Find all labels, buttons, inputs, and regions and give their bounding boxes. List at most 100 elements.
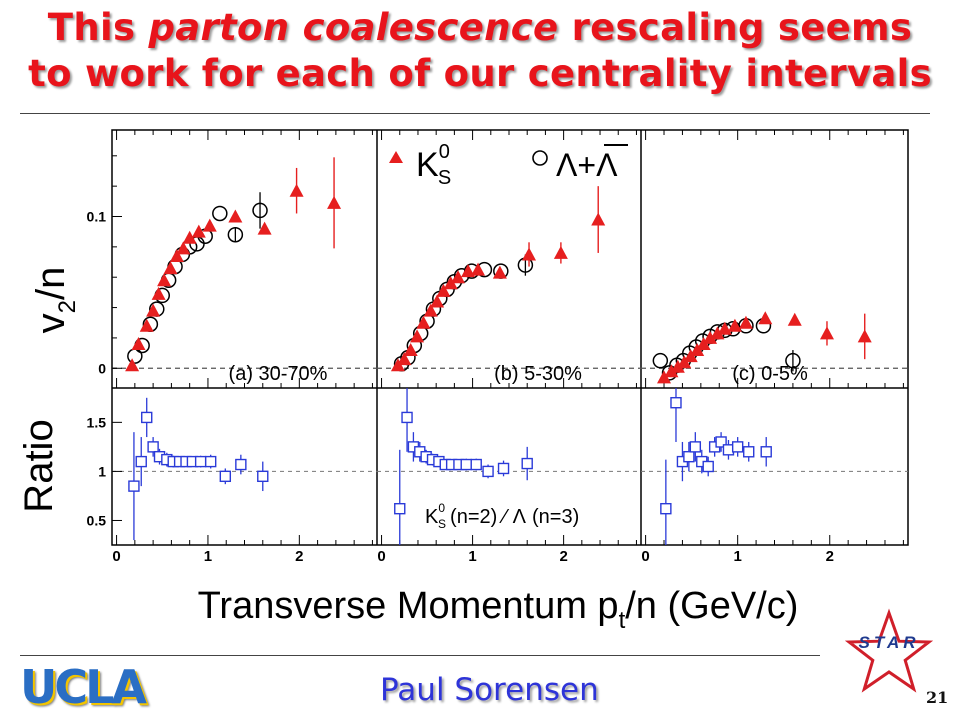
bottom-ylabel: Ratio — [17, 419, 61, 512]
k0s-point-b — [443, 276, 458, 290]
k0s-point-b — [403, 343, 418, 357]
title-part1: This — [47, 6, 149, 49]
k0s-point-c — [857, 329, 872, 343]
k0s-point-a — [151, 286, 166, 300]
ratio-point-c — [722, 444, 735, 456]
lambda-point-c — [652, 352, 669, 369]
top-ylabel-sub: 2 — [54, 300, 81, 313]
page-number: 21 — [926, 688, 949, 707]
ratio-point-c — [743, 446, 755, 458]
panel-b-label: (b) 5-30% — [494, 363, 582, 385]
ratio-point-a — [147, 441, 159, 453]
x-tick-label: 0 — [641, 548, 649, 565]
chart-labels: v2/n Ratio Transverse Momentum pt/n (GeV… — [17, 141, 808, 634]
k0s-point-c — [819, 326, 834, 340]
ratio-legend-k: K — [425, 506, 439, 528]
k0s-point-a — [228, 209, 243, 223]
k0s-point-a — [163, 261, 178, 275]
k0s-point-b — [410, 329, 425, 343]
lambda-point-a — [252, 202, 268, 219]
ratio-point-c — [731, 441, 744, 453]
legend: K0 S Λ+Λ — [389, 141, 628, 189]
star-outline — [844, 608, 934, 693]
k0s-point-b — [451, 270, 466, 284]
ratio-point-c — [670, 397, 682, 409]
k0s-point-b — [436, 283, 451, 297]
lambda-point-c — [785, 352, 801, 369]
chart-frame — [111, 129, 909, 546]
k0s-point-b — [553, 245, 568, 259]
k0s-point-a — [191, 224, 206, 238]
k0s-point-a — [157, 273, 172, 287]
top-ylabel-main: v — [29, 313, 73, 333]
k0s-point-a — [169, 248, 184, 262]
k0s-point-c — [664, 364, 679, 378]
k0s-point-c — [657, 370, 672, 384]
ratio-legend: K0 S (n=2) ⁄ Λ (n=3) — [425, 501, 579, 531]
ratio-point-c — [760, 446, 772, 458]
lambda-point-a — [227, 226, 244, 243]
k0s-point-a — [176, 241, 191, 255]
data-layer — [125, 157, 872, 545]
legend-k-main: K — [416, 146, 439, 184]
k0s-point-a — [125, 358, 140, 372]
legend-lambda-label: Λ+Λ — [556, 147, 618, 183]
x-tick-label: 0 — [112, 548, 120, 565]
k0s-point-a — [131, 336, 146, 350]
ratio-point-b — [401, 411, 413, 424]
author-name: Paul Sorensen — [380, 672, 599, 708]
k0s-point-b — [423, 303, 438, 317]
k0s-point-b — [416, 315, 431, 329]
legend-k-sub: S — [438, 167, 451, 189]
x-tick-label: 1 — [204, 548, 212, 565]
ratio-point-a — [135, 455, 147, 468]
x-tick-label: 0 — [377, 548, 385, 565]
ratio-point-a — [194, 455, 207, 468]
ratio-legend-n2: (n=2) — [450, 506, 497, 528]
x-tick-label: 2 — [295, 548, 303, 565]
footer-divider — [20, 655, 820, 656]
lambda-point-a — [212, 205, 228, 222]
ratio-point-a — [257, 470, 269, 483]
k0s-point-b — [522, 247, 537, 261]
k0s-point-a — [139, 318, 154, 332]
star-logo-text: STAR — [858, 633, 919, 652]
title-divider — [20, 113, 930, 114]
star-logo: STAR — [844, 608, 934, 693]
k0s-point-c — [738, 315, 753, 329]
k0s-point-b — [471, 262, 486, 276]
title-emphasis: parton coalescence — [148, 6, 559, 49]
ratio-point-a — [219, 470, 232, 483]
x-axis-label-sub: t — [619, 607, 626, 634]
ratio-point-b — [521, 457, 533, 470]
ratio-legend-lambda: Λ — [513, 506, 527, 528]
ratio-point-b — [394, 502, 406, 515]
title-part2: rescaling seems — [558, 6, 913, 49]
y-tick-label: 1.5 — [87, 414, 107, 430]
ratio-point-b — [470, 458, 482, 471]
top-ylabel-suffix: /n — [29, 267, 73, 300]
ratio-point-a — [204, 455, 217, 468]
k0s-point-b — [591, 212, 606, 226]
ratio-point-c — [702, 460, 714, 473]
x-tick-label: 2 — [826, 548, 834, 565]
k0s-point-a — [257, 221, 272, 235]
ratio-point-a — [128, 480, 140, 492]
k0s-point-a — [182, 230, 197, 244]
k0s-point-c — [758, 311, 773, 325]
y-tick-label: 0 — [98, 360, 106, 376]
x-axis-label: Transverse Momentum pt/n (GeV/c) — [198, 585, 799, 634]
x-tick-label: 2 — [559, 548, 567, 565]
svg-text:v2/n: v2/n — [29, 267, 81, 334]
y-tick-label: 1 — [98, 463, 106, 479]
x-tick-label: 1 — [734, 548, 742, 565]
ratio-legend-n3: (n=3) — [532, 506, 579, 528]
k0s-point-c — [717, 321, 732, 335]
k0s-point-a — [327, 195, 342, 209]
x-tick-label: 1 — [468, 548, 476, 565]
k0s-point-c — [670, 359, 685, 373]
k0s-point-a — [146, 303, 161, 317]
panel-c-label: (c) 0-5% — [732, 363, 808, 385]
ratio-legend-slash: ⁄ — [498, 506, 509, 528]
